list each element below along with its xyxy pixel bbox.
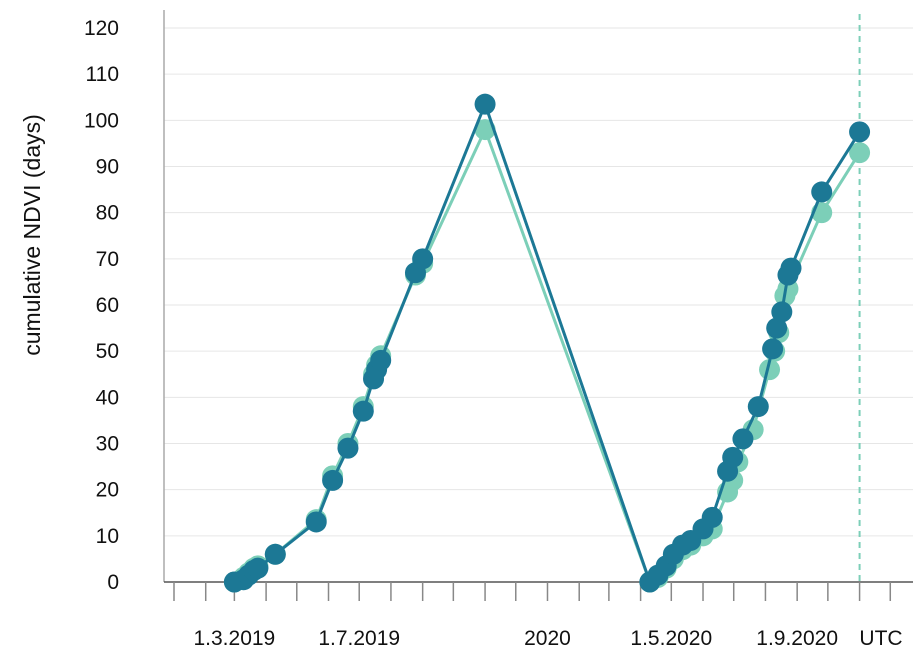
y-tick-label: 70 — [96, 248, 119, 271]
tick-labels: 0 10 20 30 40 50 60 70 80 90 100 110 120 1.3.2019 1.7.… — [84, 17, 903, 650]
data-point — [247, 557, 269, 579]
x-tick-label: 1.3.2019 — [193, 627, 275, 650]
data-point — [337, 437, 359, 459]
y-tick-label: 90 — [96, 156, 119, 179]
data-point — [771, 301, 793, 323]
y-tick-label: 30 — [96, 433, 119, 456]
data-point — [474, 93, 496, 115]
y-axis-title: cumulative NDVI (days) — [19, 114, 45, 356]
data-point — [762, 338, 784, 360]
y-tick-label: 40 — [96, 386, 119, 409]
series-2 — [223, 93, 871, 593]
data-point — [722, 446, 744, 468]
gridlines — [164, 27, 913, 537]
x-tick-label: 2020 — [524, 627, 571, 650]
data-point — [474, 119, 496, 141]
x-tick-label: 1.7.2019 — [318, 627, 400, 650]
data-point — [849, 142, 871, 164]
y-tick-label: 0 — [107, 571, 119, 594]
y-tick-label: 10 — [96, 525, 119, 548]
y-tick-label: 50 — [96, 340, 119, 363]
data-point — [701, 506, 723, 528]
x-tick-label: 1.5.2020 — [630, 627, 712, 650]
y-tick-label: 100 — [84, 109, 119, 132]
data-point — [766, 317, 788, 339]
data-point — [352, 400, 374, 422]
data-point — [811, 181, 833, 203]
data-point — [747, 396, 769, 418]
data-point — [759, 359, 781, 381]
data-point — [732, 428, 754, 450]
data-point — [370, 349, 392, 371]
data-point — [264, 543, 286, 565]
y-tick-label: 110 — [86, 63, 119, 86]
data-point — [305, 511, 327, 533]
timezone-label: UTC — [859, 627, 902, 650]
data-point — [780, 257, 802, 279]
series-layer — [223, 93, 871, 593]
axes — [163, 10, 913, 601]
y-tick-label: 20 — [96, 479, 119, 502]
data-point — [322, 469, 344, 491]
y-tick-label: 60 — [96, 294, 119, 317]
data-point — [849, 121, 871, 143]
x-tick-label: 1.9.2020 — [756, 627, 838, 650]
data-point — [412, 248, 434, 270]
y-tick-label: 80 — [96, 202, 119, 225]
y-tick-label: 120 — [84, 17, 119, 40]
